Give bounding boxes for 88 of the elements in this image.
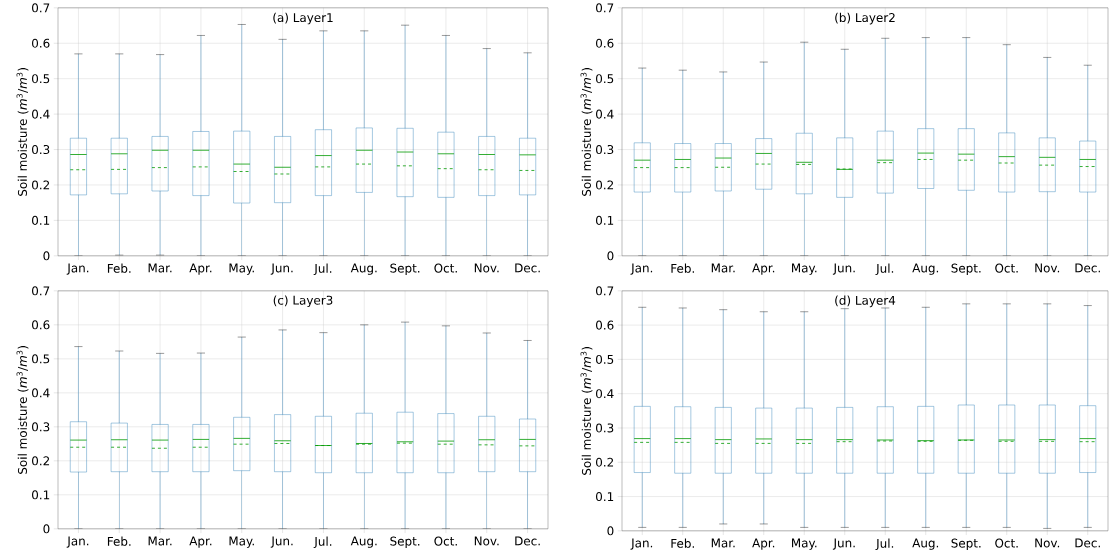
x-tick-label: Apr.: [752, 263, 775, 275]
x-tick-label: Jul.: [313, 263, 332, 275]
y-axis-title: Soil moisture (m$^{3}$/m$^{3}$): [580, 346, 593, 475]
x-tick-label: Nov.: [1035, 263, 1060, 273]
y-tick-label: 0.5: [32, 73, 50, 84]
x-tick-label: Jun.: [832, 263, 855, 275]
x-tick-label: May.: [792, 263, 817, 275]
y-tick-label: 0: [43, 524, 50, 534]
y-tick-label: 0.3: [32, 422, 50, 432]
chart-title: (c) Layer3: [273, 295, 333, 307]
y-tick-label: 0.5: [596, 73, 614, 84]
x-tick-label: Dec.: [1075, 538, 1100, 548]
x-tick-label: Nov.: [1035, 538, 1060, 548]
x-tick-label: Jun.: [270, 263, 293, 275]
y-tick-label: 0.3: [596, 423, 614, 433]
y-tick-label: 0.6: [32, 38, 50, 48]
x-tick-label: Apr.: [189, 536, 212, 548]
chart-title: (b) Layer2: [835, 12, 895, 25]
y-tick-label: 0: [607, 526, 614, 536]
y-tick-label: 0.1: [596, 215, 614, 225]
x-tick-label: Jun.: [832, 538, 855, 550]
x-tick-label: Aug.: [350, 536, 377, 548]
x-tick-label: Nov.: [474, 536, 499, 546]
x-tick-label: Mar.: [711, 538, 735, 548]
y-tick-label: 0.7: [596, 286, 614, 296]
x-tick-label: Sept.: [390, 263, 420, 275]
y-tick-label: 0.4: [596, 109, 614, 119]
y-tick-label: 0.1: [596, 491, 614, 501]
x-tick-label: Mar.: [148, 263, 172, 273]
x-tick-label: Feb.: [671, 538, 694, 548]
x-tick-label: Sept.: [390, 536, 420, 548]
x-tick-label: Feb.: [671, 263, 694, 273]
x-tick-label: Oct.: [995, 538, 1018, 548]
x-tick-label: Mar.: [148, 536, 172, 546]
y-tick-label: 0.5: [32, 354, 50, 364]
y-tick-label: 0.4: [32, 388, 50, 398]
y-tick-label: 0: [43, 251, 50, 261]
x-tick-label: Apr.: [189, 263, 212, 275]
x-tick-label: Jul.: [313, 536, 332, 548]
chart-title: (d) Layer4: [835, 295, 896, 307]
x-tick-label: Jun.: [270, 536, 293, 548]
y-tick-label: 0.6: [32, 320, 50, 330]
x-tick-label: Feb.: [107, 536, 131, 546]
y-tick-label: 0.4: [596, 388, 614, 399]
x-tick-label: Jul.: [875, 263, 894, 275]
y-axis-title: Soil moisture (m$^{3}$/m$^{3}$): [16, 67, 29, 196]
y-tick-label: 0.3: [32, 144, 50, 154]
x-tick-label: Jan.: [630, 538, 653, 550]
x-tick-label: Sept.: [951, 538, 981, 550]
x-tick-label: Feb.: [107, 263, 131, 273]
y-tick-label: 0.7: [32, 3, 50, 13]
x-tick-label: Jul.: [875, 538, 894, 550]
y-tick-label: 0.2: [596, 457, 614, 467]
y-tick-label: 0.1: [32, 490, 50, 500]
y-tick-label: 0.5: [596, 354, 614, 364]
y-tick-label: 0.2: [32, 180, 50, 190]
y-tick-label: 0.3: [596, 144, 614, 154]
x-tick-label: Jan.: [66, 536, 89, 548]
chart-title: (a) Layer1: [273, 12, 333, 25]
y-tick-label: 0.4: [32, 109, 50, 119]
x-tick-label: Dec.: [1075, 263, 1100, 273]
y-axis-title: Soil moisture (m$^{3}$/m$^{3}$): [16, 345, 29, 474]
x-tick-label: Mar.: [711, 263, 735, 273]
x-tick-label: Aug.: [350, 263, 377, 275]
y-tick-label: 0.2: [32, 456, 50, 466]
y-tick-label: 0.6: [596, 320, 614, 330]
x-tick-label: Oct.: [434, 263, 457, 273]
y-tick-label: 0: [607, 251, 614, 261]
y-tick-label: 0.2: [596, 180, 614, 190]
x-tick-label: Dec.: [515, 536, 540, 546]
x-tick-label: May.: [229, 536, 254, 548]
x-tick-label: Aug.: [912, 538, 939, 550]
x-tick-label: Oct.: [995, 263, 1018, 273]
x-tick-label: Sept.: [951, 263, 981, 275]
y-tick-label: 0.7: [596, 3, 614, 13]
x-tick-label: Jan.: [630, 263, 653, 275]
y-tick-label: 0.7: [32, 286, 50, 296]
x-tick-label: Nov.: [474, 263, 499, 273]
x-tick-label: Oct.: [434, 536, 457, 546]
x-tick-label: Jan.: [66, 263, 89, 275]
y-axis-title: Soil moisture (m$^{3}$/m$^{3}$): [580, 67, 593, 196]
x-tick-label: May.: [792, 538, 817, 550]
x-tick-label: Apr.: [752, 538, 775, 550]
x-tick-label: Dec.: [515, 263, 540, 273]
y-tick-label: 0.1: [32, 215, 50, 225]
y-tick-label: 0.6: [596, 38, 614, 48]
x-tick-label: Aug.: [912, 263, 939, 275]
x-tick-label: May.: [229, 263, 254, 275]
